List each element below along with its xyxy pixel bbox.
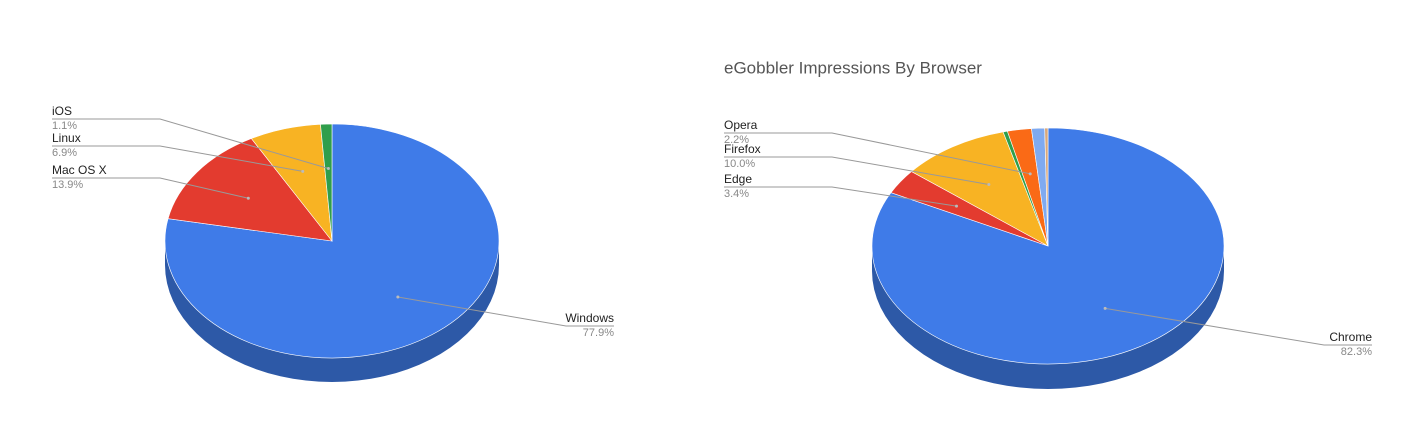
chart-title: eGobbler Impressions By Browser — [724, 58, 982, 77]
leader-dot — [326, 167, 330, 171]
slice-value: 3.4% — [724, 188, 749, 200]
slice-label: Linux — [52, 131, 81, 145]
slice-value: 10.0% — [724, 158, 755, 170]
slice-label: Windows — [565, 311, 614, 325]
leader-dot — [987, 183, 991, 187]
leader-line — [724, 186, 957, 207]
leader-line — [724, 156, 989, 186]
slice — [164, 123, 500, 359]
slice-label: Mac OS X — [52, 163, 107, 177]
slice-label: Edge — [724, 172, 752, 186]
leader-dot — [1103, 306, 1107, 310]
slice — [1044, 127, 1049, 247]
leader-line — [1105, 307, 1372, 346]
slice-side — [872, 246, 1224, 389]
slice-label: Opera — [724, 118, 758, 132]
leader-line — [397, 296, 614, 327]
leader-line — [52, 145, 303, 172]
slice-value: 13.9% — [52, 179, 83, 191]
slice-label: Chrome — [1329, 330, 1372, 344]
slice — [167, 138, 333, 242]
leader-dot — [954, 204, 958, 208]
slice-value: 82.3% — [1341, 346, 1372, 358]
leader-line — [724, 132, 1031, 175]
slice-label: iOS — [52, 104, 72, 118]
slice — [320, 123, 333, 242]
slice-value: 77.9% — [583, 327, 614, 339]
leader-dot — [396, 295, 400, 299]
slice — [910, 131, 1049, 247]
leader-dot — [246, 196, 250, 200]
leader-line — [52, 177, 249, 199]
leader-dot — [301, 169, 305, 173]
slice-side — [165, 241, 499, 382]
slice-value: 6.9% — [52, 147, 77, 159]
slice-label: Firefox — [724, 142, 761, 156]
slice-value: 1.1% — [52, 120, 77, 132]
leader-dot — [1028, 172, 1032, 176]
leader-line — [52, 118, 329, 169]
slice-value: 2.2% — [724, 134, 749, 146]
